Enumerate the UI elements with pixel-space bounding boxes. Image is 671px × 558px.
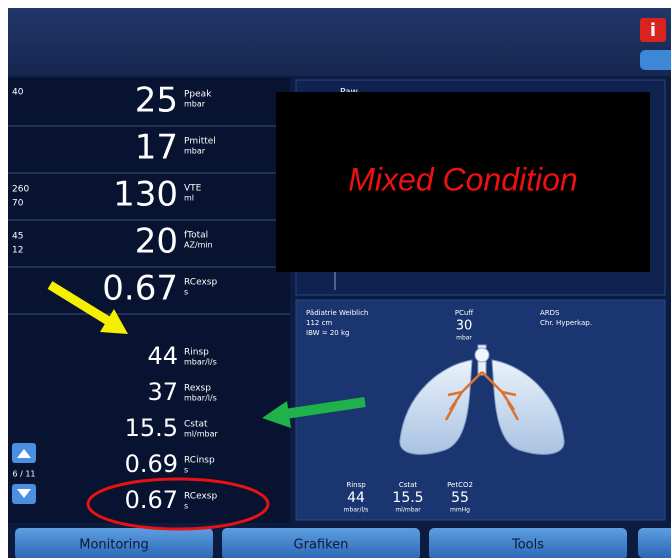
param-name: VTE	[184, 184, 202, 194]
param-value: 15.5	[125, 414, 178, 442]
tab-button[interactable]	[638, 528, 671, 558]
top-bar	[8, 8, 671, 76]
limit: 40	[12, 88, 24, 98]
reading-value: 55	[451, 490, 469, 506]
param-name: Rexsp	[184, 384, 211, 394]
tab-label: Tools	[511, 538, 544, 553]
cuff-name: PCuff	[455, 309, 474, 317]
param-unit: s	[184, 502, 188, 511]
param-name: fTotal	[184, 231, 208, 241]
green-arrow	[262, 397, 366, 428]
param-unit: ml	[184, 194, 194, 203]
tab-button[interactable]	[15, 528, 213, 558]
cuff-unit: mbar	[456, 335, 472, 342]
param-unit: ml/mbar	[184, 430, 218, 439]
param-name: Cstat	[184, 420, 208, 430]
param-name: RCexsp	[184, 278, 217, 288]
reading-unit: mmHg	[450, 507, 470, 514]
param-value: 25	[135, 81, 178, 121]
top-button[interactable]	[640, 50, 671, 70]
param-value: 130	[113, 175, 178, 215]
param-value: 0.67	[125, 486, 178, 514]
param-value: 44	[147, 342, 178, 370]
limit: 70	[12, 199, 24, 209]
param-value: 0.67	[102, 269, 178, 309]
tab-button[interactable]	[222, 528, 420, 558]
tab-bar: Monitoring Grafiken Tools	[15, 528, 627, 558]
page-indicator: 6 / 11	[12, 470, 35, 479]
patient-panel	[295, 299, 666, 521]
info-icon-text: i	[650, 20, 656, 41]
overlay-text: Mixed Condition	[348, 161, 577, 197]
param-value: 17	[135, 128, 178, 168]
param-name: Rinsp	[184, 348, 209, 358]
overlay-box	[276, 92, 650, 272]
tab-label: Grafiken	[294, 538, 349, 553]
param-name: Pmittel	[184, 137, 216, 147]
left-panel	[8, 78, 290, 523]
param-value: 20	[135, 222, 178, 262]
red-circle	[86, 477, 270, 531]
param-unit: mbar/l/s	[184, 394, 217, 403]
patient-info: 112 cm	[306, 319, 332, 327]
param-unit: mbar	[184, 100, 206, 109]
cuff-value: 30	[456, 319, 473, 334]
diagnosis: ARDS	[540, 309, 560, 317]
up-arrow	[17, 449, 31, 458]
down-arrow	[17, 489, 31, 498]
tab-button[interactable]	[429, 528, 627, 558]
param-value: 0.69	[125, 450, 178, 478]
param-unit: mbar/l/s	[184, 358, 217, 367]
info-icon[interactable]	[640, 18, 666, 42]
param-unit: mbar	[184, 147, 206, 156]
reading-unit: mbar/l/s	[344, 507, 369, 514]
limit: 45	[12, 232, 23, 242]
param-name: Ppeak	[184, 90, 212, 100]
param-unit: AZ/min	[184, 241, 213, 250]
patient-info: Pädiatrie Weiblich	[306, 309, 368, 317]
reading-value: 15.5	[392, 490, 423, 506]
param-unit: s	[184, 466, 188, 475]
param-unit: s	[184, 288, 188, 297]
reading-name: Rinsp	[346, 481, 366, 489]
reading-name: PetCO2	[447, 481, 473, 489]
reading-value: 44	[347, 490, 365, 506]
limit: 260	[12, 185, 29, 195]
diagnosis: Chr. Hyperkap.	[540, 319, 592, 327]
limit: 12	[12, 246, 23, 256]
param-name: RCinsp	[184, 456, 215, 466]
reading-name: Cstat	[399, 481, 418, 489]
param-value: 37	[147, 378, 178, 406]
patient-info: IBW = 20 kg	[306, 329, 349, 337]
yellow-arrow	[47, 281, 128, 334]
reading-unit: ml/mbar	[395, 507, 421, 514]
tab-label: Monitoring	[79, 538, 149, 553]
param-name: RCexsp	[184, 492, 217, 502]
lungs	[399, 344, 565, 455]
